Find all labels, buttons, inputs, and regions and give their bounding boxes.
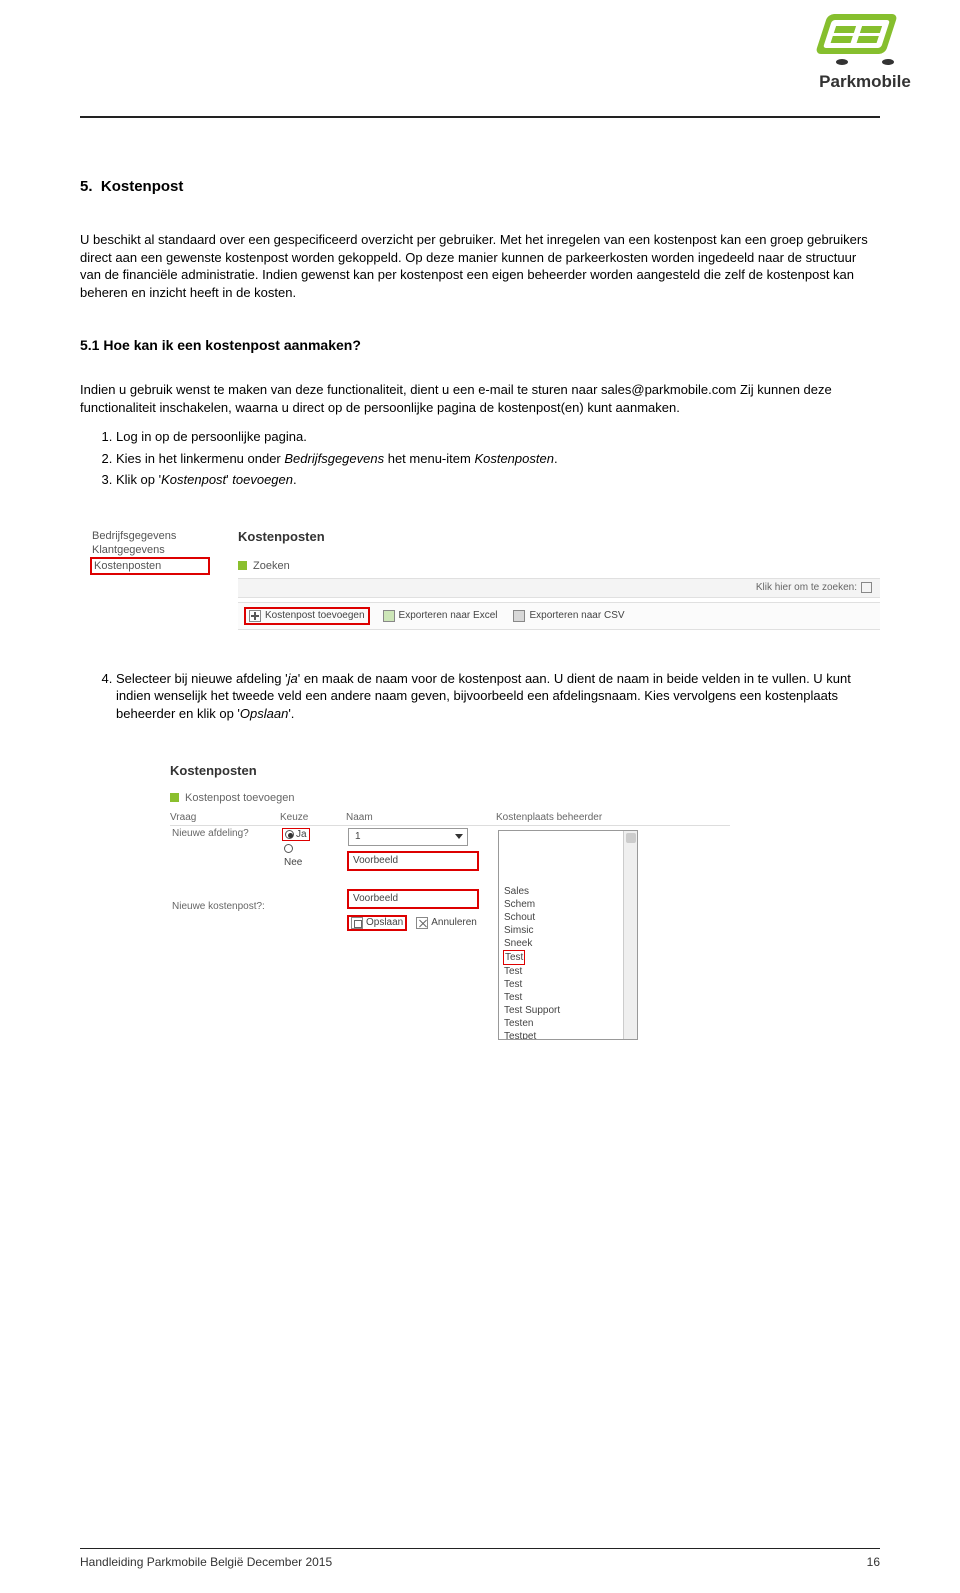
radio-icon: [284, 844, 293, 853]
list-item[interactable]: Test: [503, 965, 635, 978]
list-item[interactable]: Testpet: [503, 1030, 635, 1040]
square-icon: [170, 793, 179, 802]
step-2: Kies in het linkermenu onder Bedrijfsgeg…: [116, 450, 880, 468]
cancel-button[interactable]: Annuleren: [416, 917, 477, 929]
panel-title: Kostenposten: [238, 529, 880, 544]
beheerder-column: SalesSchemSchoutSimsicSneekTestTestTestT…: [496, 826, 730, 1042]
list-item[interactable]: Sneek: [503, 937, 635, 950]
list-item[interactable]: Schout: [503, 911, 635, 924]
list-item[interactable]: Schem: [503, 898, 635, 911]
csv-icon: [513, 610, 525, 622]
sidebar-nav: Bedrijfsgegevens Klantgegevens Kostenpos…: [90, 529, 210, 630]
footer-page: 16: [867, 1555, 880, 1569]
radio-nee[interactable]: Nee: [282, 856, 344, 869]
save-button[interactable]: Opslaan: [348, 916, 406, 930]
subsection-heading: 5.1 Hoe kan ik een kostenpost aanmaken?: [80, 337, 880, 353]
naam-field-2[interactable]: Voorbeeld: [348, 890, 478, 908]
form-header-row: Vraag Keuze Naam Kostenplaats beheerder: [170, 810, 730, 826]
list-item[interactable]: Test: [503, 950, 525, 965]
square-icon: [238, 561, 247, 570]
radio-ja[interactable]: Ja: [282, 828, 310, 841]
export-csv-button[interactable]: Exporteren naar CSV: [510, 609, 627, 623]
section-body: U beschikt al standaard over een gespeci…: [80, 231, 880, 301]
list-item[interactable]: Test Support: [503, 1004, 635, 1017]
logo-text: Parkmobile: [810, 72, 920, 92]
radio-empty[interactable]: [282, 843, 344, 854]
toolbar: Kostenpost toevoegen Exporteren naar Exc…: [238, 602, 880, 630]
step-3: Klik op 'Kostenpost' toevoegen.: [116, 471, 880, 489]
steps-4: Selecteer bij nieuwe afdeling 'ja' en ma…: [80, 670, 880, 723]
section-heading: 5. Kostenpost: [80, 178, 880, 195]
search-bar: Klik hier om te zoeken:: [238, 578, 880, 598]
logo: Parkmobile: [810, 10, 920, 92]
step-4: Selecteer bij nieuwe afdeling 'ja' en ma…: [116, 670, 880, 723]
page-footer: Handleiding Parkmobile België December 2…: [80, 1548, 880, 1569]
cancel-icon: [416, 917, 428, 929]
naam-field-1[interactable]: Voorbeeld: [348, 852, 478, 870]
nav-kostenposten[interactable]: Kostenposten: [90, 557, 210, 575]
search-input[interactable]: [861, 582, 872, 593]
zoeken-row: Zoeken: [238, 560, 880, 572]
screenshot-kostenposten-list: Bedrijfsgegevens Klantgegevens Kostenpos…: [90, 529, 880, 630]
plus-icon: [249, 610, 261, 622]
export-excel-button[interactable]: Exporteren naar Excel: [380, 609, 501, 623]
nav-bedrijfsgegevens[interactable]: Bedrijfsgegevens: [90, 529, 210, 543]
form-subtitle: Kostenpost toevoegen: [170, 792, 730, 804]
parkmobile-logo-icon: [810, 10, 920, 70]
form-title: Kostenposten: [170, 763, 730, 778]
list-item[interactable]: Sales: [503, 885, 635, 898]
naam-column: 1 Voorbeeld Voorbeeld Opslaan Annuleren: [346, 826, 496, 932]
list-item[interactable]: Testen: [503, 1017, 635, 1030]
scrollbar[interactable]: [623, 831, 637, 1039]
footer-left: Handleiding Parkmobile België December 2…: [80, 1555, 332, 1569]
nav-klantgegevens[interactable]: Klantgegevens: [90, 543, 210, 557]
chevron-down-icon: [455, 834, 463, 839]
scrollbar-thumb[interactable]: [626, 833, 636, 843]
naam-dropdown[interactable]: 1: [348, 828, 468, 846]
save-icon: [351, 917, 363, 929]
steps-1-3: Log in op de persoonlijke pagina. Kies i…: [80, 428, 880, 489]
radio-icon: [285, 830, 294, 839]
vraag-column: Nieuwe afdeling? Nieuwe kostenpost?:: [170, 826, 280, 922]
screenshot-kostenpost-form: Kostenposten Kostenpost toevoegen Vraag …: [170, 763, 730, 1042]
step-1: Log in op de persoonlijke pagina.: [116, 428, 880, 446]
subsection-body: Indien u gebruik wenst te maken van deze…: [80, 381, 880, 416]
list-item[interactable]: Simsic: [503, 924, 635, 937]
list-item[interactable]: Test: [503, 978, 635, 991]
add-kostenpost-button[interactable]: Kostenpost toevoegen: [244, 607, 370, 625]
excel-icon: [383, 610, 395, 622]
beheerder-listbox[interactable]: SalesSchemSchoutSimsicSneekTestTestTestT…: [498, 830, 638, 1040]
keuze-column: Ja Nee: [280, 826, 346, 871]
header-rule: [80, 116, 880, 118]
list-item[interactable]: Test: [503, 991, 635, 1004]
